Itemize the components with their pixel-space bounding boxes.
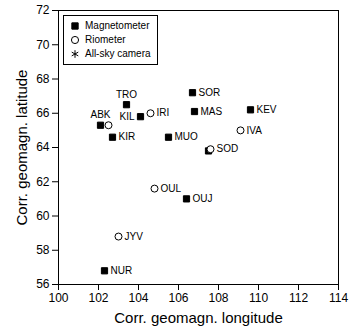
svg-text:OUL: OUL [161,183,182,194]
svg-text:KIL: KIL [119,111,134,122]
svg-text:110: 110 [249,291,268,305]
svg-text:68: 68 [36,72,50,86]
svg-text:NUR: NUR [111,265,133,276]
svg-text:SOR: SOR [199,87,221,98]
svg-text:Corr. geomagn. latitude: Corr. geomagn. latitude [13,70,30,226]
svg-text:TRO: TRO [116,89,137,100]
svg-text:KIR: KIR [119,131,136,142]
svg-text:IRI: IRI [157,107,170,118]
svg-text:100: 100 [48,291,68,305]
svg-text:70: 70 [36,38,50,52]
svg-text:106: 106 [168,291,188,305]
svg-text:JYV: JYV [125,231,144,242]
html-text:All-sky camera: All-sky camera [85,48,151,59]
svg-text:60: 60 [36,209,50,223]
svg-text:66: 66 [36,106,50,120]
svg-text:72: 72 [36,3,50,17]
svg-text:104: 104 [128,291,148,305]
html-text:Magnetometer: Magnetometer [85,20,150,31]
svg-text:OUJ: OUJ [193,193,213,204]
svg-text:IVA: IVA [247,125,263,136]
svg-text:64: 64 [36,140,50,154]
svg-text:MAS: MAS [201,106,223,117]
svg-text:56: 56 [36,277,50,291]
svg-text:58: 58 [36,243,50,257]
svg-text:ABK: ABK [90,109,110,120]
svg-text:114: 114 [329,291,348,305]
svg-text:112: 112 [289,291,308,305]
svg-text:108: 108 [208,291,228,305]
svg-text:62: 62 [36,175,50,189]
svg-text:MUO: MUO [175,131,199,142]
svg-text:Corr. geomagn. longitude: Corr. geomagn. longitude [114,309,282,326]
svg-text:KEV: KEV [257,104,277,115]
html-text:Riometer: Riometer [85,34,126,45]
svg-text:102: 102 [88,291,108,305]
svg-text:SOD: SOD [217,143,239,154]
